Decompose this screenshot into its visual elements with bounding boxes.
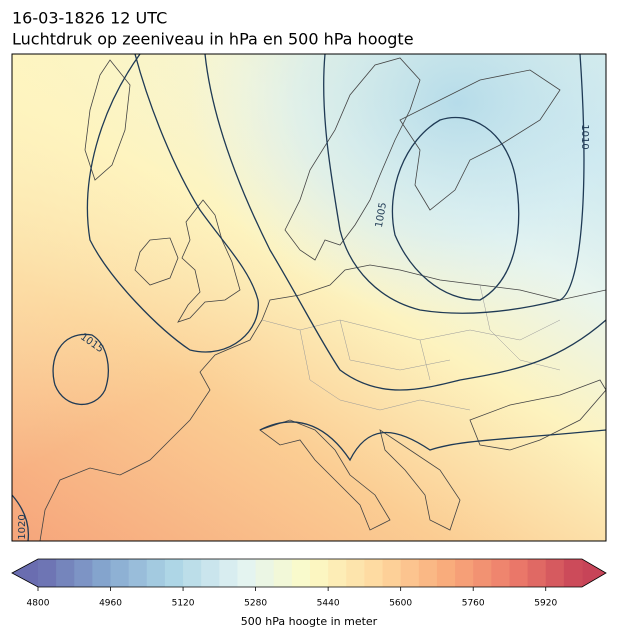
colorbar-segment (346, 559, 365, 587)
colorbar-segment (92, 559, 112, 587)
colorbar-segment (418, 559, 438, 587)
colorbar-segment (400, 559, 420, 587)
colorbar-extend (12, 559, 38, 587)
border (261, 284, 561, 411)
colorbar-segment (563, 559, 583, 587)
colorbar: 4800 4960 5120 5280 5440 5600 5760 5920 (11, 558, 607, 609)
colorbar-segment (56, 559, 75, 587)
colorbar-segment (38, 559, 57, 587)
colorbar-segment (291, 559, 311, 587)
colorbar-tick-label: 5760 (462, 599, 485, 609)
isobar (323, 54, 585, 314)
coastline (284, 57, 421, 261)
colorbar-segment (255, 559, 275, 587)
colorbar-tick-label: 5280 (244, 599, 267, 609)
colorbar-segment (527, 559, 547, 587)
isobar (86, 54, 259, 353)
contour-label: 1020 (17, 514, 28, 539)
coastline (39, 264, 606, 541)
colorbar-segment (491, 559, 510, 587)
colorbar-segment (164, 559, 184, 587)
height-field (12, 54, 606, 541)
colorbar-segment (219, 559, 238, 587)
coastline (177, 199, 241, 323)
colorbar-tick-label: 5440 (317, 599, 340, 609)
colorbar-segment (74, 559, 93, 587)
title-line-2: Luchtdruk op zeeniveau in hPa en 500 hPa… (12, 30, 414, 49)
contour-label: 1005 (374, 202, 389, 229)
colorbar-tick-label: 4800 (27, 599, 50, 609)
coastline (259, 419, 391, 531)
isobar (52, 333, 109, 406)
colorbar-segment (328, 559, 347, 587)
coastline (469, 379, 606, 451)
colorbar-segment (436, 559, 456, 587)
colorbar-segment (382, 559, 402, 587)
isobar (12, 421, 606, 541)
colorbar-segment (183, 559, 202, 587)
colorbar-segment (509, 559, 529, 587)
contour-label: 1010 (579, 124, 590, 149)
map (12, 54, 606, 541)
colorbar-tick-label: 5120 (172, 599, 195, 609)
colorbar-segment (237, 559, 257, 587)
isobar (204, 54, 606, 391)
colorbar-segment (545, 559, 565, 587)
coastline (134, 237, 179, 286)
isobar (391, 116, 520, 301)
colorbar-label: 500 hPa hoogte in meter (241, 615, 378, 628)
coastline (399, 69, 561, 211)
map-frame (11, 53, 607, 542)
colorbar-tick-label: 5600 (389, 599, 412, 609)
title-line-1: 16-03-1826 12 UTC (12, 9, 167, 28)
colorbar-extend (582, 559, 606, 587)
colorbar-segment (364, 559, 384, 587)
colorbar-segment (146, 559, 166, 587)
colorbar-segment (273, 559, 293, 587)
coastline (379, 429, 461, 531)
colorbar-segment (455, 559, 474, 587)
colorbar-tick-label: 5920 (534, 599, 557, 609)
colorbar-segment (310, 559, 329, 587)
colorbar-segment (473, 559, 492, 587)
colorbar-tick-label: 4960 (99, 599, 122, 609)
colorbar-segment (110, 559, 130, 587)
colorbar-segment (128, 559, 148, 587)
colorbar-segment (201, 559, 220, 587)
coastline (84, 59, 131, 181)
